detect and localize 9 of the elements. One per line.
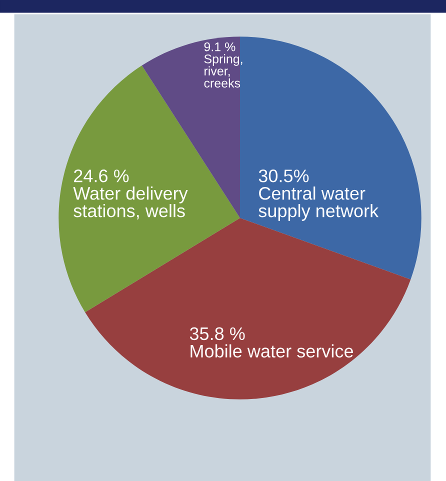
data-label: 9.1 % xyxy=(204,42,236,52)
slice-label: Mobile water service xyxy=(190,344,353,358)
pie-slice xyxy=(58,65,240,312)
slice-label: Water delivery stations, wells xyxy=(73,186,188,220)
slice-label: Spring, river, creeks xyxy=(204,54,242,88)
data-label: 24.6 % xyxy=(74,170,129,182)
data-label: 35.8 % xyxy=(190,327,245,340)
slice-label: Central water supply network xyxy=(258,186,379,221)
data-label: 30.5% xyxy=(258,170,309,182)
